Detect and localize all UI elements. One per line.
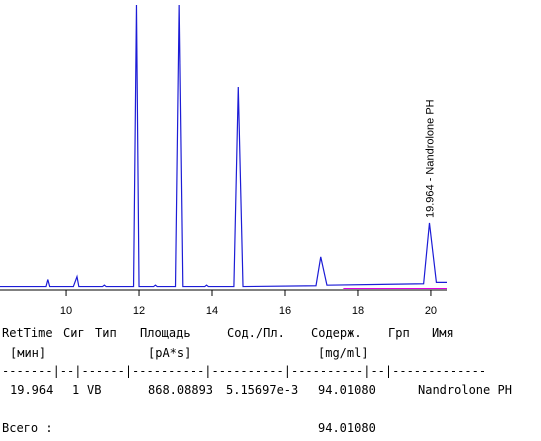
x-tick-label: 14 [206, 305, 218, 317]
table-cell: Nandrolone PH [418, 383, 512, 397]
column-header: Грп [388, 326, 410, 340]
table-cell: 5.15697e-3 [226, 383, 299, 397]
column-header: Тип [95, 326, 117, 340]
column-unit: [мин] [10, 346, 47, 360]
column-unit: [mg/ml] [318, 346, 369, 360]
x-tick-label: 10 [60, 305, 72, 317]
table-cell: 1 [72, 383, 80, 397]
column-header: Сод./Пл. [227, 326, 285, 340]
column-header: Площадь [140, 326, 191, 340]
column-header: RetTime [2, 326, 53, 340]
peak-annotation: 19.964 - Nandrolone PH [425, 99, 437, 218]
x-tick-label: 18 [352, 305, 364, 317]
column-header: Сиг [63, 326, 85, 340]
table-cell: VB [87, 383, 102, 397]
total-value: 94.01080 [318, 421, 376, 435]
table-cell: 19.964 [10, 383, 54, 397]
separator: -------|--|------|----------|----------|… [2, 364, 487, 378]
x-tick-label: 20 [425, 305, 437, 317]
chromatogram: 10 12 14 16 18 20 19.964 - Nandrolone PH [0, 4, 447, 317]
signal-line [0, 4, 447, 288]
total-label: Всего : [2, 421, 53, 435]
table-cell: 94.01080 [318, 383, 376, 397]
column-unit: [pA*s] [148, 346, 192, 360]
column-header: Содерж. [311, 326, 362, 340]
column-header: Имя [432, 326, 454, 340]
x-tick-label: 12 [133, 305, 145, 317]
x-tick-label: 16 [279, 305, 291, 317]
table-cell: 868.08893 [148, 383, 214, 397]
